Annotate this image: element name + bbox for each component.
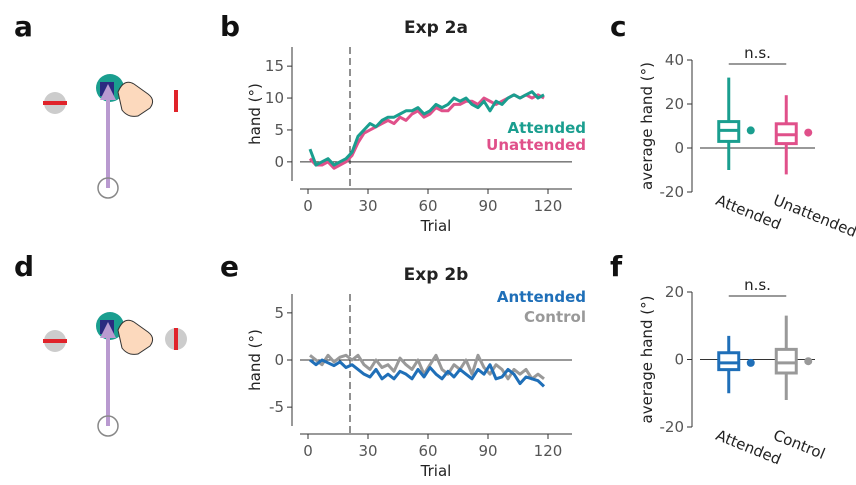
y-tick-label: 5 [274,304,284,322]
annotation: n.s. [744,44,771,62]
y-tick-label: 5 [274,121,284,139]
y-tick-label: 15 [265,57,284,75]
y-tick-label: 10 [265,89,284,107]
annotation: n.s. [744,276,771,294]
mean-dot [804,357,813,366]
y-tick-label: 0 [274,153,284,171]
arrow-head [100,322,116,338]
cursor-bar [174,90,178,112]
x-tick-label: 60 [418,442,437,460]
y-tick-label: 40 [665,51,684,69]
start [97,415,119,437]
y-tick-label: -20 [660,418,685,436]
x-tick-label: 60 [418,197,437,215]
start [97,177,119,199]
panel-label: e [220,250,239,283]
arrow-head [100,84,116,100]
panel-label: c [610,10,627,43]
y-axis-label: hand (°) [246,83,264,145]
x-tick-label: Attended [713,426,784,468]
diagram-d [43,312,187,437]
x-tick-label: 0 [303,197,313,215]
x-tick-label: 30 [358,442,377,460]
y-tick-label: 0 [674,139,684,157]
panel-label: f [610,250,623,283]
diagram-a [43,74,178,199]
mean-dot [746,126,755,135]
y-tick-label: 0 [274,351,284,369]
y-tick-label: -5 [269,398,284,416]
x-tick-label: 30 [358,197,377,215]
hand-icon [117,81,154,117]
y-tick-label: 20 [665,95,684,113]
mean-dot [804,128,813,137]
legend-label: Attended [508,119,586,137]
y-tick-label: -20 [660,183,685,201]
y-tick-label: 0 [674,351,684,369]
x-tick-label: 90 [478,442,497,460]
y-axis-label: average hand (°) [638,62,656,190]
cursor-bar [43,101,67,105]
panel-label: d [14,250,34,283]
legend-label: Unattended [486,136,586,154]
hand-icon [117,319,154,355]
legend-label: Anttended [497,288,586,306]
y-tick-label: 20 [665,283,684,301]
cursor-bar [43,339,67,343]
panel-label: b [220,10,240,43]
panel-label: a [14,10,33,43]
x-axis-label: Trial [420,462,452,480]
chart-title: Exp 2b [404,265,469,285]
x-axis-label: Trial [420,217,452,235]
series-line [308,90,545,167]
box [774,347,798,375]
box [717,351,741,372]
chart-title: Exp 2a [404,18,468,38]
x-tick-label: 120 [534,442,563,460]
x-tick-label: Attended [713,191,784,233]
x-tick-label: 0 [303,442,313,460]
cursor-bar [174,328,178,350]
y-axis-label: average hand (°) [638,296,656,424]
series-line [309,358,546,388]
y-axis-label: hand (°) [246,329,264,391]
x-tick-label: 90 [478,197,497,215]
mean-dot [746,358,755,367]
x-tick-label: 120 [534,197,563,215]
legend-label: Control [524,308,586,326]
